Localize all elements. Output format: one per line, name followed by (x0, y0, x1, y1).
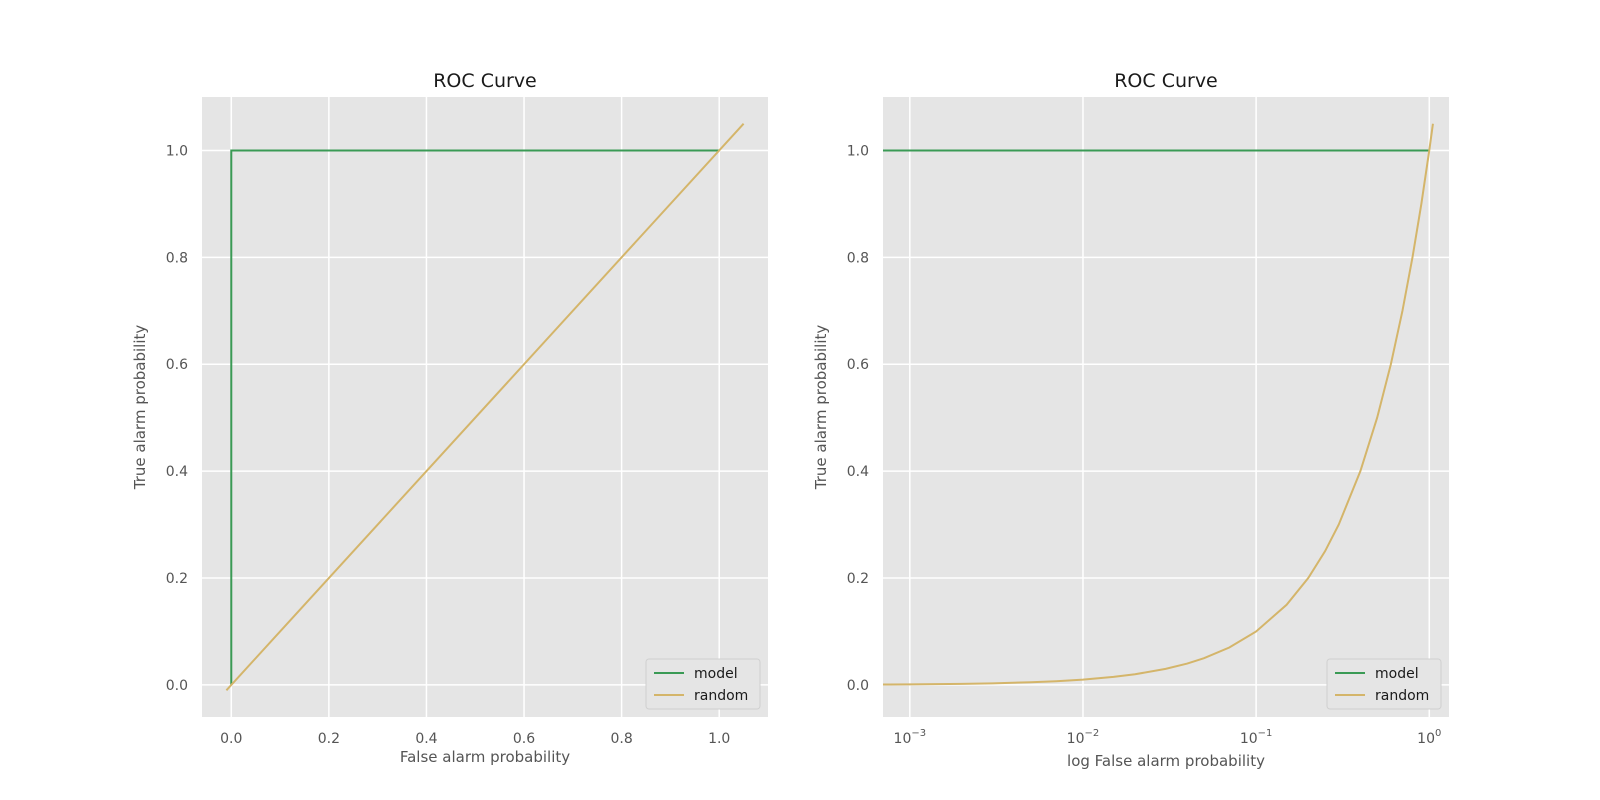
y-tick-label: 0.4 (166, 464, 188, 480)
chart-panel-2: 10−3 10−2 10−1 100 0.0 0.2 0.4 0.6 0.8 1.0 ROC Cur… (812, 70, 1449, 770)
y-tick-label: 0.6 (166, 357, 188, 373)
x-tick-label: 10−3 (894, 728, 927, 747)
y-tick-label: 0.2 (847, 571, 869, 587)
legend: model random (645, 658, 761, 710)
y-tick-label: 0.0 (166, 678, 188, 694)
series-line-random (883, 123, 1434, 686)
chart-title: ROC Curve (433, 70, 537, 92)
y-axis-label: True alarm probability (812, 325, 830, 491)
x-tick-label: 10−2 (1067, 728, 1100, 747)
x-tick-label: 0.8 (610, 731, 632, 747)
y-axis-label: True alarm probability (131, 325, 149, 491)
chart-panel-1: 0.0 0.2 0.4 0.6 0.8 1.0 0.0 0.2 0.4 0.6 0.8 1.0 ROC … (131, 70, 768, 766)
y-tick-label: 0.8 (166, 250, 188, 266)
y-tick-label: 0.6 (847, 357, 869, 373)
y-tick-label: 0.0 (847, 678, 869, 694)
x-tick-label: 10−1 (1240, 728, 1273, 747)
y-tick-label: 0.8 (847, 250, 869, 266)
legend: model random (1326, 658, 1442, 710)
y-tick-label: 1.0 (847, 143, 869, 159)
y-tick-label: 0.4 (847, 464, 869, 480)
y-tick-label: 0.2 (166, 571, 188, 587)
x-axis-label: False alarm probability (400, 748, 570, 766)
legend-label-random: random (1375, 688, 1429, 704)
y-tick-label: 1.0 (166, 143, 188, 159)
legend-label-model: model (1375, 666, 1419, 682)
chart-title: ROC Curve (1114, 70, 1218, 92)
legend-label-random: random (694, 688, 748, 704)
plot-area (883, 97, 1449, 717)
grid (883, 97, 1449, 717)
grid (202, 97, 768, 717)
legend-box (1326, 658, 1442, 710)
x-tick-label: 0.6 (513, 731, 535, 747)
series-line-model (230, 149, 720, 685)
x-tick-label: 0.2 (318, 731, 340, 747)
x-tick-label: 0.4 (415, 731, 437, 747)
legend-box (645, 658, 761, 710)
legend-label-model: model (694, 666, 738, 682)
x-axis-label: log False alarm probability (1067, 752, 1265, 770)
x-tick-label: 1.0 (708, 731, 730, 747)
x-tick-label: 0.0 (220, 731, 242, 747)
series-line-random (225, 123, 745, 691)
x-tick-label: 100 (1417, 728, 1441, 747)
